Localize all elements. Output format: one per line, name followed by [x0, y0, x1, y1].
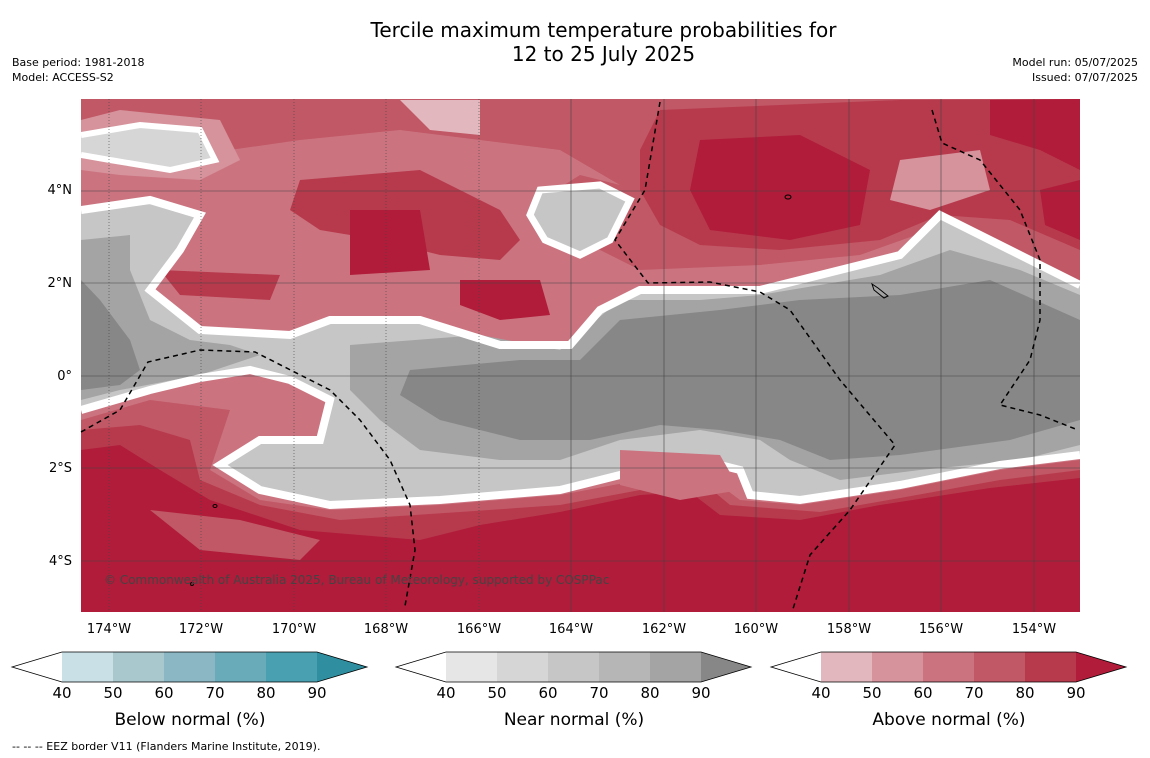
lon-label-164w: 164°W — [548, 622, 594, 637]
colorbar-tick: 60 — [913, 684, 933, 702]
model-text: Model: ACCESS-S2 — [12, 71, 114, 84]
probability-field — [81, 99, 1080, 612]
title-line-1: Tercile maximum temperature probabilitie… — [370, 18, 837, 42]
base-period-text: Base period: 1981-2018 — [12, 56, 145, 69]
lon-label-172w: 172°W — [178, 622, 224, 637]
issued-text: Issued: 07/07/2025 — [1031, 71, 1138, 84]
colorbar-outline — [769, 651, 1128, 683]
map-title: Tercile maximum temperature probabilitie… — [0, 18, 1150, 66]
lat-label-0: 0° — [57, 369, 72, 384]
colorbar-tick: 40 — [436, 684, 456, 702]
colorbar-below-normal: 40 50 60 70 80 90 Below normal (%) — [10, 650, 370, 740]
colorbar-swatch — [62, 652, 113, 682]
colorbar-swatch — [771, 652, 821, 682]
colorbar-tick: 40 — [811, 684, 831, 702]
graticule — [81, 99, 1080, 612]
colorbar-tick: 70 — [589, 684, 609, 702]
colorbar-swatch — [1076, 652, 1126, 682]
lon-label-174w: 174°W — [86, 622, 132, 637]
colorbar-tick: 80 — [1015, 684, 1035, 702]
lat-label-2s: 2°S — [48, 461, 72, 476]
colorbar-tick: 80 — [640, 684, 660, 702]
lon-label-160w: 160°W — [733, 622, 779, 637]
colorbar-tick: 90 — [307, 684, 327, 702]
colorbar-swatch — [266, 652, 317, 682]
colorbar-title: Near normal (%) — [503, 710, 645, 730]
colorbar-tick: 60 — [154, 684, 174, 702]
title-line-2: 12 to 25 July 2025 — [511, 42, 696, 66]
lon-label-154w: 154°W — [1011, 622, 1057, 637]
colorbar-swatch — [396, 652, 446, 682]
colorbar-tick: 50 — [862, 684, 882, 702]
colorbar-swatch — [446, 652, 497, 682]
colorbar-swatch — [599, 652, 650, 682]
colorbar-swatch — [164, 652, 215, 682]
colorbar-swatch — [701, 652, 751, 682]
run-info: Model run: 05/07/2025 Issued: 07/07/2025 — [1012, 55, 1138, 85]
lon-label-168w: 168°W — [363, 622, 409, 637]
colorbar-title: Above normal (%) — [872, 710, 1026, 730]
colorbar-swatch — [215, 652, 266, 682]
colorbar-above-swatches — [769, 651, 1128, 683]
colorbar-swatch — [12, 652, 62, 682]
lon-label-170w: 170°W — [271, 622, 317, 637]
colorbar-title: Below normal (%) — [114, 710, 266, 730]
model-run-text: Model run: 05/07/2025 — [1012, 56, 1138, 69]
lon-label-156w: 156°W — [918, 622, 964, 637]
lat-label-4s: 4°S — [48, 554, 72, 569]
lat-label-2n: 2°N — [47, 276, 73, 291]
colorbar-swatch — [113, 652, 164, 682]
colorbar-tick: 70 — [205, 684, 225, 702]
colorbar-swatch — [497, 652, 548, 682]
colorbar-below-swatches — [10, 651, 369, 683]
colorbar-swatch — [923, 652, 974, 682]
model-info: Base period: 1981-2018 Model: ACCESS-S2 — [12, 55, 144, 85]
colorbar-swatch — [872, 652, 923, 682]
colorbar-tick: 70 — [964, 684, 984, 702]
colorbar-tick: 40 — [52, 684, 72, 702]
islands — [190, 194, 889, 586]
lon-label-166w: 166°W — [456, 622, 502, 637]
colorbar-swatch — [821, 652, 872, 682]
colorbar-tick: 90 — [1066, 684, 1086, 702]
colorbar-tick: 80 — [256, 684, 276, 702]
lon-label-162w: 162°W — [641, 622, 687, 637]
lon-label-158w: 158°W — [826, 622, 872, 637]
colorbar-swatch — [1025, 652, 1076, 682]
colorbar-outline — [10, 651, 369, 683]
colorbar-tick: 60 — [538, 684, 558, 702]
colorbar-near-normal: 40 50 60 70 80 90 Near normal (%) — [394, 650, 754, 740]
colorbar-tick: 50 — [103, 684, 123, 702]
copyright-text: © Commonwealth of Australia 2025, Bureau… — [104, 573, 610, 587]
colorbar-above-normal: 40 50 60 70 80 90 Above normal (%) — [769, 650, 1129, 740]
colorbar-swatch — [548, 652, 599, 682]
eez-borders — [80, 101, 1079, 613]
colorbar-tick: 50 — [487, 684, 507, 702]
colorbar-near-swatches — [394, 651, 753, 683]
colorbar-swatch — [317, 652, 367, 682]
lat-label-4n: 4°N — [47, 183, 73, 198]
eez-footnote: -- -- -- EEZ border V11 (Flanders Marine… — [12, 740, 321, 753]
colorbar-swatch — [650, 652, 701, 682]
colorbar-outline — [394, 651, 753, 683]
colorbar-swatch — [974, 652, 1025, 682]
colorbar-tick: 90 — [691, 684, 711, 702]
